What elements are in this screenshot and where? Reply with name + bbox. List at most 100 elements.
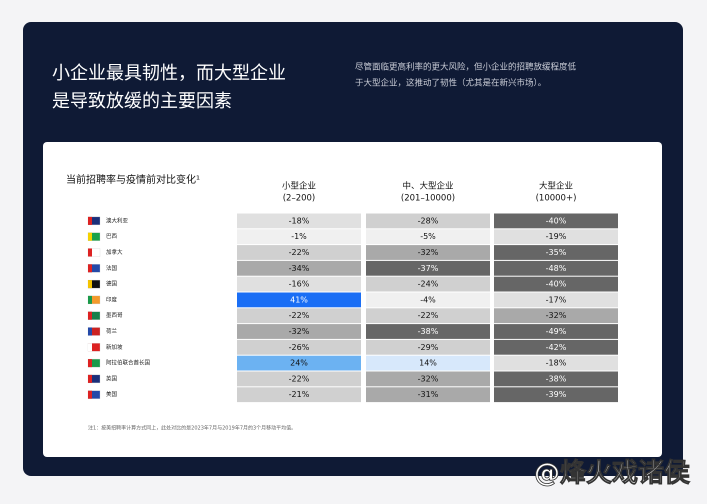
row-label: 墨西哥 — [106, 312, 123, 319]
description: 于大型企业，这推动了韧性（尤其是在新兴市场）。 — [355, 78, 546, 89]
cell — [494, 339, 618, 355]
cell — [366, 387, 490, 403]
cell — [366, 308, 490, 324]
cell-value: -38% — [418, 327, 439, 336]
row-label: 德国 — [106, 280, 118, 288]
row-label: 阿拉伯联合酋长国 — [106, 359, 151, 367]
cell — [494, 213, 618, 229]
cell-value: -18% — [546, 359, 567, 368]
flag — [88, 216, 92, 225]
cell-value: -19% — [546, 232, 567, 241]
column-header: 大型企业 — [539, 181, 573, 192]
cell — [237, 339, 361, 355]
cell — [237, 213, 361, 229]
flag — [88, 248, 92, 257]
row-label: 法国 — [106, 264, 118, 272]
title: 小企业最具韧性，而大型企业 — [52, 63, 286, 84]
cell — [366, 213, 490, 229]
row-label: 新加坡 — [106, 343, 123, 351]
cell-value: -21% — [289, 390, 310, 399]
cell-value: -40% — [546, 216, 567, 225]
cell-value: -38% — [546, 374, 567, 383]
cell-value: -22% — [289, 248, 310, 257]
cell-value: -40% — [546, 280, 567, 289]
cell — [237, 260, 361, 276]
description: 尽管面临更高利率的更大风险，但小企业的招聘放缓程度低 — [355, 62, 577, 73]
cell-value: -24% — [418, 280, 439, 289]
cell-value: -16% — [289, 280, 310, 289]
cell-value: -31% — [418, 390, 439, 399]
cell — [366, 276, 490, 292]
cell — [366, 355, 490, 371]
footnote: 注1：按美招聘率计算方式同上，此处对比的是2023年7月与2019年7月的3个月… — [88, 425, 296, 432]
cell-value: -39% — [546, 390, 567, 399]
row-label: 加拿大 — [106, 248, 123, 256]
cell-value: -18% — [289, 216, 310, 225]
title: 是导致放缓的主要因素 — [52, 91, 232, 112]
column-header: 中、大型企业 — [402, 181, 453, 192]
cell — [237, 292, 361, 308]
cell — [494, 245, 618, 260]
flag — [88, 359, 92, 368]
cell — [494, 387, 618, 403]
cell — [494, 292, 618, 308]
row-label: 印度 — [106, 295, 118, 303]
cell-value: -29% — [418, 343, 439, 352]
flag — [88, 280, 92, 289]
cell-value: -34% — [289, 264, 310, 273]
cell — [366, 292, 490, 308]
cell — [366, 229, 490, 245]
flag — [88, 264, 92, 273]
cell — [237, 387, 361, 403]
flag — [88, 232, 92, 241]
cell-value: 24% — [290, 359, 308, 368]
cell — [237, 371, 361, 387]
column-header: (10000+) — [536, 194, 577, 204]
row-label: 澳大利亚 — [106, 216, 129, 224]
cell-value: -22% — [289, 374, 310, 383]
cell-value: -32% — [418, 248, 439, 257]
cell — [494, 229, 618, 245]
cell — [494, 276, 618, 292]
cell — [366, 339, 490, 355]
cell — [237, 308, 361, 324]
cell-value: -17% — [546, 295, 567, 304]
cell — [237, 324, 361, 339]
flag — [88, 390, 92, 399]
row-label: 英国 — [106, 374, 118, 382]
cell — [494, 324, 618, 339]
column-header: (201–10000) — [401, 194, 455, 204]
cell-value: -22% — [418, 311, 439, 320]
cell-value: -4% — [420, 295, 436, 304]
column-header: (2–200) — [283, 194, 316, 204]
cell — [237, 276, 361, 292]
cell — [494, 371, 618, 387]
cell-value: -32% — [289, 327, 310, 336]
cell-value: 41% — [290, 295, 308, 304]
cell-value: -22% — [289, 311, 310, 320]
flag — [88, 343, 92, 352]
column-header: 小型企业 — [282, 181, 316, 192]
cell — [237, 229, 361, 245]
cell — [366, 260, 490, 276]
cell-value: -32% — [546, 311, 567, 320]
watermark: @烽火戏诸侯 — [534, 459, 690, 489]
cell — [366, 371, 490, 387]
flag — [88, 311, 92, 320]
cell-value: -28% — [418, 216, 439, 225]
cell-value: -35% — [546, 248, 567, 257]
cell-value: -1% — [291, 232, 307, 241]
cell-value: -32% — [418, 374, 439, 383]
cell-value: -42% — [546, 343, 567, 352]
cell — [366, 245, 490, 260]
table-title: 当前招聘率与疫情前对比变化¹ — [66, 173, 200, 186]
flag — [88, 327, 92, 336]
row-label: 巴西 — [106, 233, 118, 240]
cell-value: -5% — [420, 232, 436, 241]
cell-value: -49% — [546, 327, 567, 336]
cell — [494, 260, 618, 276]
cell-value: -37% — [418, 264, 439, 273]
cell-value: -26% — [289, 343, 310, 352]
cell — [237, 245, 361, 260]
